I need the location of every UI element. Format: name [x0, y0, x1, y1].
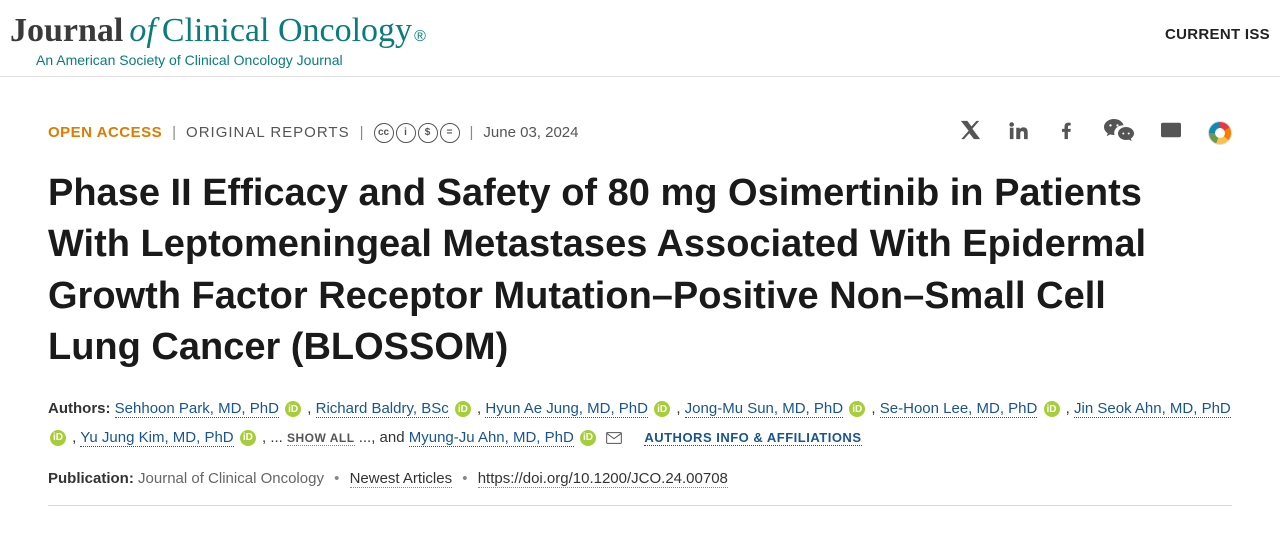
author-link[interactable]: Se-Hoon Lee, MD, PhD [880, 400, 1038, 418]
cc-nd-icon: = [440, 123, 460, 143]
show-all-authors-button[interactable]: SHOW ALL [287, 431, 355, 446]
divider: | [470, 124, 474, 141]
author-link[interactable]: Jong-Mu Sun, MD, PhD [685, 400, 843, 418]
section-divider [48, 505, 1232, 506]
authors-info-link[interactable]: AUTHORS INFO & AFFILIATIONS [644, 430, 861, 446]
linkedin-icon[interactable] [1008, 119, 1030, 146]
article-content: OPEN ACCESS | ORIGINAL REPORTS | cc i $ … [0, 77, 1280, 526]
divider: | [172, 124, 176, 141]
doi-link[interactable]: https://doi.org/10.1200/JCO.24.00708 [478, 470, 728, 488]
site-header: Journal of Clinical Oncology ® An Americ… [0, 0, 1280, 77]
logo-word-clinical: Clinical Oncology [162, 12, 412, 50]
logo-registered-mark: ® [414, 28, 426, 46]
orcid-icon[interactable]: iD [240, 430, 256, 446]
cc-nc-icon: $ [418, 123, 438, 143]
author-link[interactable]: Sehhoon Park, MD, PhD [115, 400, 279, 418]
orcid-icon[interactable]: iD [50, 430, 66, 446]
newest-articles-link[interactable]: Newest Articles [350, 470, 453, 488]
facebook-icon[interactable] [1056, 119, 1078, 146]
orcid-icon[interactable]: iD [580, 430, 596, 446]
publication-date: June 03, 2024 [483, 124, 578, 141]
dot-separator: • [462, 470, 467, 487]
logo-subtitle: An American Society of Clinical Oncology… [36, 52, 426, 68]
dimensions-badge-icon[interactable] [1208, 121, 1232, 145]
author-link[interactable]: Hyun Ae Jung, MD, PhD [485, 400, 648, 418]
nav-current-issue[interactable]: CURRENT ISS [1165, 12, 1270, 43]
orcid-icon[interactable]: iD [654, 401, 670, 417]
authors-block: Authors: Sehhoon Park, MD, PhD iD , Rich… [48, 395, 1232, 452]
author-link[interactable]: Yu Jung Kim, MD, PhD [80, 429, 233, 447]
article-meta-row: OPEN ACCESS | ORIGINAL REPORTS | cc i $ … [48, 117, 1232, 148]
orcid-icon[interactable]: iD [849, 401, 865, 417]
twitter-x-icon[interactable] [960, 119, 982, 146]
email-icon[interactable] [1160, 119, 1182, 146]
logo-block[interactable]: Journal of Clinical Oncology ® An Americ… [10, 12, 426, 68]
corresponding-author-email-icon[interactable] [606, 431, 622, 445]
author-link[interactable]: Richard Baldry, BSc [316, 400, 449, 418]
wechat-icon[interactable] [1104, 117, 1134, 148]
author-link[interactable]: Jin Seok Ahn, MD, PhD [1074, 400, 1231, 418]
publication-journal: Journal of Clinical Oncology [138, 470, 324, 487]
logo-word-of: of [129, 12, 155, 50]
share-toolbar [960, 117, 1232, 148]
cc-icon: cc [374, 123, 394, 143]
open-access-badge: OPEN ACCESS [48, 124, 162, 141]
article-type: ORIGINAL REPORTS [186, 124, 350, 141]
authors-label: Authors: [48, 400, 111, 417]
cc-license-icons[interactable]: cc i $ = [374, 123, 460, 143]
divider: | [360, 124, 364, 141]
publication-line: Publication: Journal of Clinical Oncolog… [48, 470, 1232, 501]
cc-by-icon: i [396, 123, 416, 143]
meta-left: OPEN ACCESS | ORIGINAL REPORTS | cc i $ … [48, 123, 579, 143]
dot-separator: • [334, 470, 339, 487]
orcid-icon[interactable]: iD [1044, 401, 1060, 417]
orcid-icon[interactable]: iD [455, 401, 471, 417]
orcid-icon[interactable]: iD [285, 401, 301, 417]
logo-word-journal: Journal [10, 12, 123, 50]
article-title: Phase II Efficacy and Safety of 80 mg Os… [48, 168, 1148, 373]
author-link[interactable]: Myung-Ju Ahn, MD, PhD [409, 429, 574, 447]
publication-label: Publication: [48, 470, 134, 487]
